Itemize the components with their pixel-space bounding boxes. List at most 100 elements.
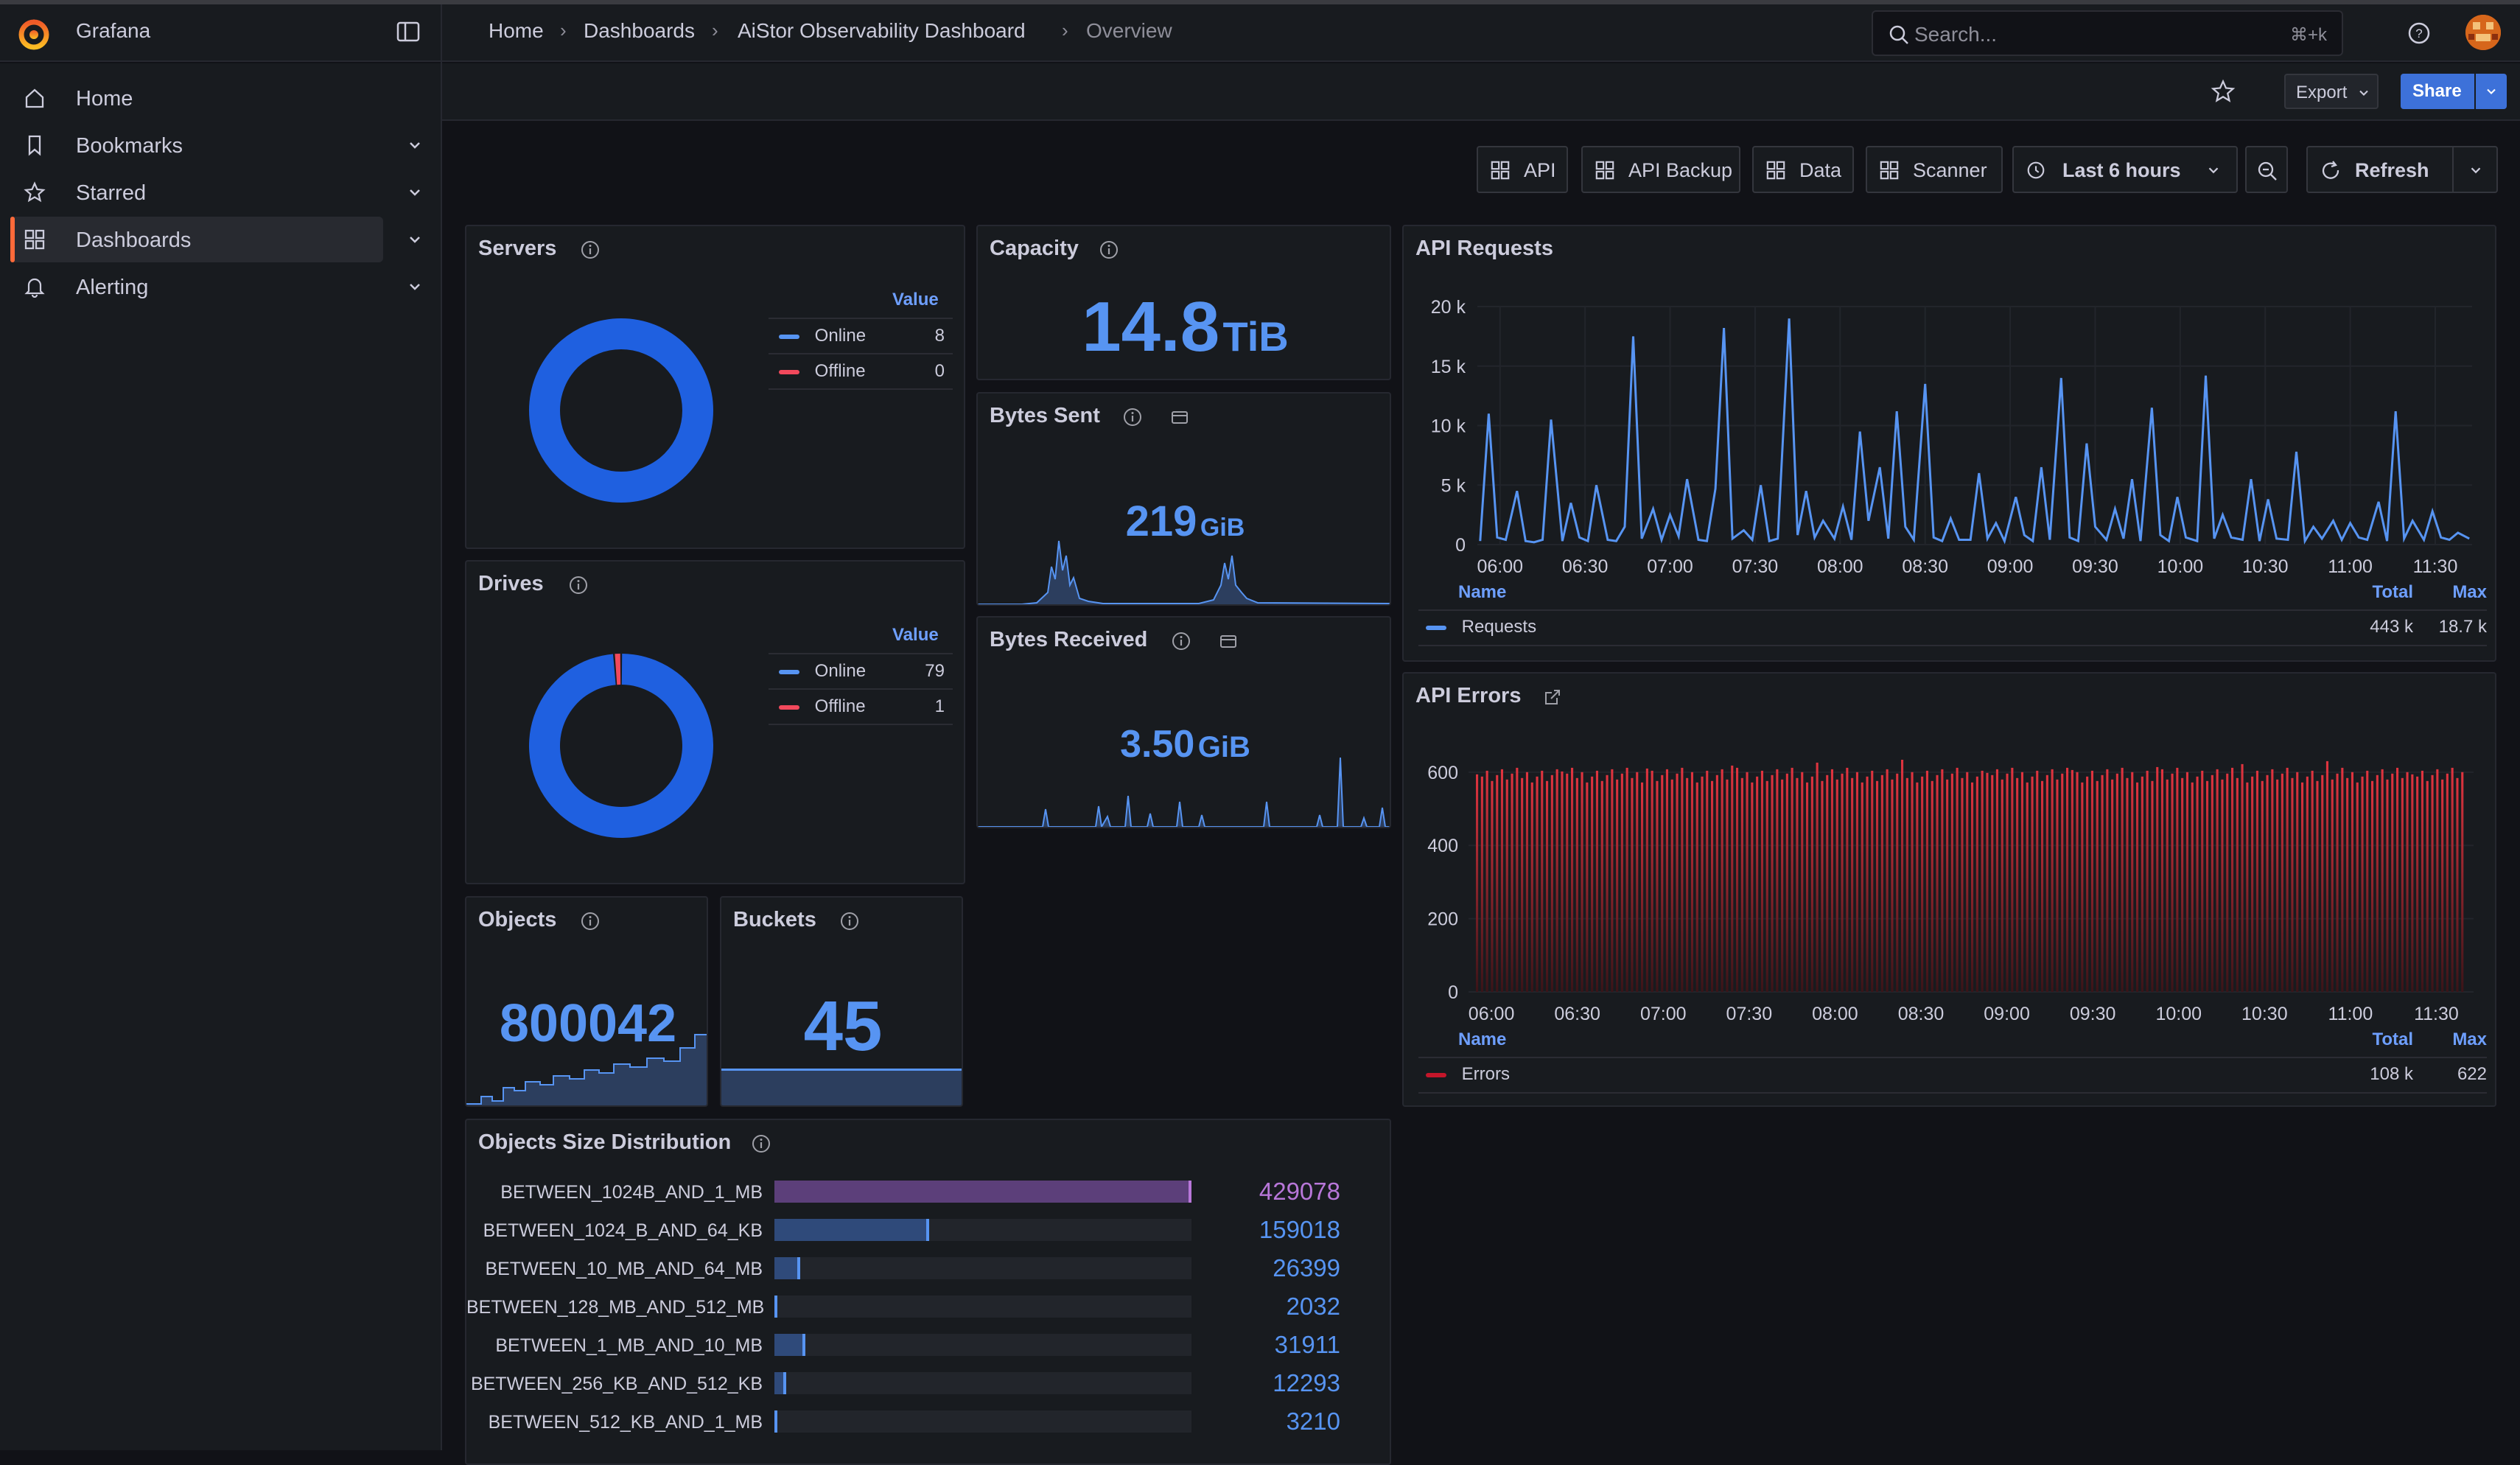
error-bar bbox=[2331, 779, 2334, 992]
chevron-down-icon[interactable] bbox=[406, 231, 424, 248]
time-range-picker[interactable]: Last 6 hours bbox=[2012, 146, 2238, 193]
info-icon[interactable] bbox=[1099, 239, 1119, 260]
capacity-panel[interactable]: Capacity 14.8 TiB bbox=[976, 225, 1391, 380]
objects-sparkline bbox=[466, 1034, 707, 1105]
error-bar bbox=[1505, 779, 1508, 992]
sidebar-item-dashboards[interactable]: Dashboards bbox=[10, 217, 420, 262]
error-bar bbox=[1871, 770, 1874, 992]
legend-row-offline[interactable]: Offline 1 bbox=[779, 696, 945, 717]
legend-divider bbox=[1418, 609, 2487, 611]
legend-divider bbox=[1418, 1092, 2487, 1094]
error-bar bbox=[2246, 782, 2249, 992]
sidebar-item-bookmarks[interactable]: Bookmarks bbox=[10, 122, 420, 168]
bar-gauge-fill bbox=[774, 1372, 786, 1394]
drives-panel[interactable]: Drives Value Online 79 Offline 1 bbox=[465, 560, 965, 884]
avatar[interactable] bbox=[2465, 15, 2501, 50]
sidebar-item-label: Bookmarks bbox=[76, 134, 183, 158]
error-bar bbox=[2346, 777, 2349, 992]
error-bar bbox=[2066, 767, 2069, 992]
api-errors-panel[interactable]: API Errors 0 200 400 600 06:00 06:30 07:00 07:… bbox=[1402, 672, 2496, 1107]
panel-title: Bytes Sent bbox=[990, 404, 1100, 427]
zoom-out-button[interactable] bbox=[2245, 146, 2288, 193]
error-bar bbox=[2051, 769, 2054, 992]
servers-panel[interactable]: Servers Value Online 8 Offline 0 bbox=[465, 225, 965, 549]
info-icon[interactable] bbox=[1122, 407, 1143, 427]
error-bar bbox=[2446, 773, 2449, 992]
link-scanner-button[interactable]: Scanner bbox=[1866, 146, 2003, 193]
bytes-sent-panel[interactable]: Bytes Sent 219 GiB bbox=[976, 392, 1391, 606]
breadcrumb-dashboard[interactable]: AiStor Observability Dashboard bbox=[738, 19, 1026, 42]
x-tick-label: 06:00 bbox=[1469, 1004, 1515, 1024]
objects-panel[interactable]: Objects 800042 bbox=[465, 896, 708, 1107]
api-requests-panel[interactable]: API Requests 0 5 k 10 k 15 k 20 k 06:00 06:30… bbox=[1402, 225, 2496, 662]
refresh-button[interactable]: Refresh bbox=[2306, 146, 2454, 193]
sidebar-item-home[interactable]: Home bbox=[10, 75, 383, 121]
bar-gauge-fill bbox=[774, 1257, 800, 1279]
info-icon[interactable] bbox=[568, 575, 589, 595]
info-icon[interactable] bbox=[751, 1133, 771, 1154]
bytes-sent-unit: GiB bbox=[1200, 514, 1245, 542]
sidebar-item-starred[interactable]: Starred bbox=[10, 169, 420, 215]
breadcrumb-dashboards[interactable]: Dashboards bbox=[584, 19, 695, 42]
app-name[interactable]: Grafana bbox=[76, 19, 151, 42]
search-shortcut: ⌘+k bbox=[2289, 25, 2327, 45]
dock-menu-icon[interactable] bbox=[396, 21, 421, 44]
error-bar bbox=[1746, 772, 1749, 992]
refresh-interval-dropdown[interactable] bbox=[2452, 146, 2498, 193]
legend-row-online[interactable]: Online 8 bbox=[779, 326, 945, 346]
chevron-down-icon[interactable] bbox=[406, 278, 424, 296]
error-bar bbox=[1975, 776, 1978, 992]
error-bar bbox=[1581, 772, 1583, 992]
info-icon[interactable] bbox=[839, 911, 860, 931]
help-icon[interactable]: ? bbox=[2407, 21, 2432, 46]
error-bar bbox=[2160, 769, 2163, 992]
sidebar-item-alerting[interactable]: Alerting bbox=[10, 264, 420, 310]
grafana-logo-icon[interactable] bbox=[16, 16, 52, 52]
mark-favorite-star-icon[interactable] bbox=[2211, 79, 2236, 104]
chevron-down-icon[interactable] bbox=[406, 183, 424, 201]
error-bar bbox=[2416, 776, 2419, 992]
share-button[interactable]: Share bbox=[2401, 74, 2474, 109]
panel-links-icon[interactable] bbox=[1169, 407, 1190, 427]
bar-gauge-track bbox=[774, 1372, 1191, 1394]
error-bar bbox=[2006, 773, 2009, 992]
error-bar bbox=[1686, 777, 1689, 992]
external-link-icon[interactable] bbox=[1542, 687, 1563, 707]
active-indicator bbox=[10, 217, 15, 262]
bar-gauge-value: 26399 bbox=[1273, 1254, 1340, 1282]
error-bar bbox=[1645, 768, 1648, 992]
x-tick-label: 08:30 bbox=[1898, 1004, 1945, 1024]
bytes-received-panel[interactable]: Bytes Received 3.50 GiB bbox=[976, 616, 1391, 828]
error-bar bbox=[2090, 770, 2093, 992]
info-icon[interactable] bbox=[580, 911, 601, 931]
panel-links-icon[interactable] bbox=[1218, 631, 1239, 651]
bar-gauge-label: BETWEEN_512_KB_AND_1_MB bbox=[488, 1412, 763, 1433]
breadcrumb-home[interactable]: Home bbox=[489, 19, 544, 42]
bar-gauge-label: BETWEEN_10_MB_AND_64_MB bbox=[485, 1259, 763, 1279]
error-bar bbox=[1641, 782, 1644, 992]
chevron-down-icon[interactable] bbox=[406, 136, 424, 154]
info-icon[interactable] bbox=[1171, 631, 1191, 651]
export-button[interactable]: Export bbox=[2284, 74, 2379, 109]
dashboard-controls-bar bbox=[442, 63, 2520, 121]
error-bar bbox=[1995, 769, 1998, 992]
legend-row-offline[interactable]: Offline 0 bbox=[779, 361, 945, 382]
search-input[interactable]: Search... ⌘+k bbox=[1872, 10, 2343, 56]
error-bar bbox=[2185, 772, 2188, 992]
bar-gauge-fill bbox=[774, 1296, 777, 1318]
objects-size-distribution-panel[interactable]: Objects Size Distribution BETWEEN_1024B_… bbox=[465, 1119, 1391, 1465]
error-bar bbox=[1740, 777, 1743, 992]
legend-divider bbox=[769, 724, 953, 725]
x-tick-label: 11:00 bbox=[2328, 556, 2373, 577]
share-dropdown-button[interactable] bbox=[2476, 74, 2507, 109]
info-icon[interactable] bbox=[580, 239, 601, 260]
link-api-backup-button[interactable]: API Backup bbox=[1581, 146, 1740, 193]
error-bar bbox=[2206, 780, 2209, 992]
buckets-panel[interactable]: Buckets 45 bbox=[720, 896, 963, 1107]
legend-row-errors[interactable]: Errors 108 k 622 bbox=[1426, 1064, 2487, 1085]
bytes-received-value: 3.50 GiB bbox=[978, 722, 1390, 766]
legend-row-requests[interactable]: Requests 443 k 18.7 k bbox=[1426, 617, 2487, 637]
legend-row-online[interactable]: Online 79 bbox=[779, 661, 945, 682]
link-api-button[interactable]: API bbox=[1477, 146, 1568, 193]
link-data-button[interactable]: Data bbox=[1752, 146, 1854, 193]
